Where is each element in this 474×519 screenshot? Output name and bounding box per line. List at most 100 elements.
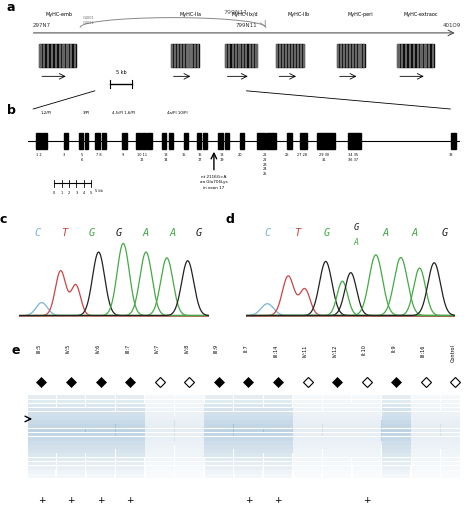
Bar (337, 44, 338, 67)
Bar (204, 416, 234, 420)
Bar (352, 458, 381, 461)
Text: 18
19: 18 19 (219, 154, 224, 162)
Bar (86, 400, 115, 403)
Bar (42, 132, 46, 149)
Bar (79, 132, 83, 149)
Bar (116, 445, 145, 449)
Bar (264, 400, 292, 403)
Bar (293, 437, 322, 441)
Bar (86, 395, 115, 399)
Bar (255, 44, 256, 67)
Bar (56, 441, 86, 445)
Bar (233, 429, 264, 432)
Bar (63, 44, 64, 67)
Bar (145, 404, 174, 407)
Bar (234, 395, 263, 399)
Bar (347, 132, 351, 149)
Text: +: + (127, 496, 134, 506)
Bar (238, 44, 239, 67)
Text: 5 kb: 5 kb (95, 189, 103, 193)
Bar (263, 420, 293, 424)
Bar (116, 404, 145, 407)
Bar (39, 44, 41, 67)
Bar (116, 449, 145, 453)
Bar (293, 445, 322, 449)
Bar (197, 44, 199, 67)
Text: +: + (37, 496, 45, 506)
Bar (441, 420, 470, 424)
Bar (205, 474, 233, 478)
Bar (323, 462, 351, 466)
Bar (204, 400, 233, 403)
Text: a: a (7, 1, 15, 13)
Bar (285, 44, 286, 67)
Text: +: + (67, 496, 75, 506)
Bar (304, 132, 307, 149)
Text: IV:12: IV:12 (332, 344, 337, 357)
Bar (145, 433, 175, 436)
Bar (269, 132, 273, 149)
Bar (64, 132, 68, 149)
Bar (411, 437, 441, 441)
Bar (85, 425, 116, 428)
Bar (175, 404, 204, 407)
Bar (412, 466, 440, 470)
Bar (86, 454, 115, 457)
Bar (323, 449, 352, 453)
Text: 0: 0 (53, 191, 55, 195)
Bar (228, 44, 229, 67)
Bar (26, 429, 56, 432)
Bar (56, 458, 85, 461)
Bar (411, 458, 440, 461)
Bar (51, 44, 52, 67)
Bar (86, 416, 115, 420)
Bar (328, 132, 331, 149)
Bar (231, 44, 233, 67)
Bar (352, 412, 382, 416)
Bar (27, 433, 56, 436)
Bar (352, 429, 382, 432)
Bar (204, 408, 233, 412)
Bar (233, 433, 264, 436)
Text: 26: 26 (285, 154, 290, 157)
Bar (245, 44, 246, 67)
Bar (451, 132, 456, 149)
Bar (116, 400, 145, 403)
Bar (405, 44, 406, 67)
Bar (442, 474, 469, 478)
Text: A: A (142, 227, 148, 238)
Bar (322, 416, 352, 420)
Bar (382, 420, 411, 424)
Bar (145, 408, 174, 412)
Bar (297, 44, 298, 67)
Bar (441, 462, 470, 466)
Bar (204, 425, 234, 428)
Bar (174, 429, 204, 432)
Bar (56, 429, 86, 432)
Bar (264, 404, 292, 407)
Bar (353, 466, 381, 470)
Bar (441, 441, 470, 445)
Bar (56, 437, 86, 441)
Bar (175, 449, 204, 453)
Bar (346, 44, 347, 67)
Bar (293, 454, 322, 457)
Text: +: + (363, 496, 371, 506)
Bar (382, 408, 411, 412)
Bar (27, 445, 56, 449)
Bar (287, 132, 292, 149)
Bar (174, 416, 204, 420)
Bar (27, 400, 56, 403)
Bar (264, 445, 292, 449)
Bar (175, 454, 204, 457)
Bar (263, 425, 293, 428)
Text: G: G (353, 223, 359, 232)
Bar (293, 412, 322, 416)
Bar (218, 132, 222, 149)
Bar (56, 412, 86, 416)
Bar (340, 44, 341, 67)
Bar (411, 412, 440, 416)
Bar (353, 462, 381, 466)
Bar (322, 445, 352, 449)
Bar (57, 474, 85, 478)
